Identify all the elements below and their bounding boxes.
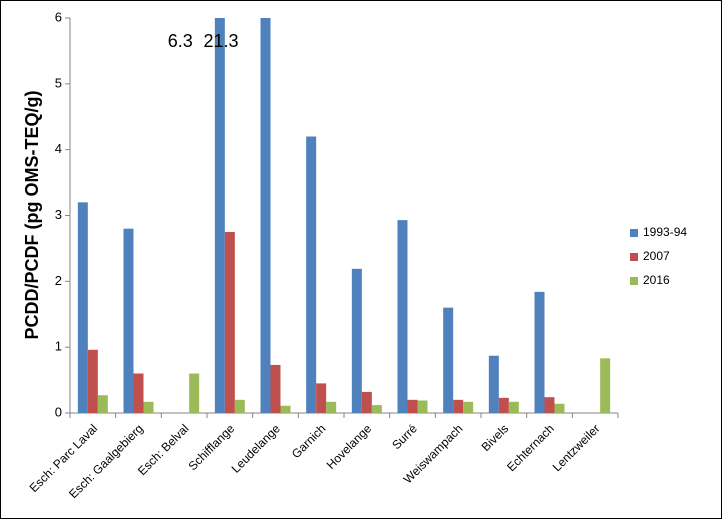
bar (544, 397, 555, 413)
bar (87, 349, 98, 413)
bar (488, 355, 499, 413)
bar (397, 220, 408, 413)
y-tick-label: 3 (55, 207, 62, 222)
bar (214, 18, 225, 413)
bar (417, 400, 428, 413)
bar (326, 401, 337, 413)
bar (443, 307, 454, 413)
bar (498, 397, 509, 413)
bar (534, 291, 545, 413)
bar (351, 268, 362, 413)
y-tick-label: 2 (55, 273, 62, 288)
bar (316, 383, 327, 413)
bar (224, 231, 235, 413)
bar (371, 405, 382, 413)
legend-swatch (630, 253, 638, 261)
bar (143, 401, 154, 413)
y-tick-label: 4 (55, 141, 62, 156)
bar (453, 399, 464, 413)
bar (306, 136, 317, 413)
bar (554, 403, 565, 413)
bar (270, 364, 281, 413)
bars (77, 18, 611, 413)
bar (600, 358, 611, 413)
bar (123, 228, 134, 413)
bar (97, 395, 108, 413)
bar (463, 401, 474, 413)
y-tick-label: 5 (55, 75, 62, 90)
legend-label: 1993-94 (643, 225, 687, 239)
bar (77, 202, 88, 413)
y-tick-label: 6 (55, 9, 62, 24)
legend-label: 2007 (643, 249, 670, 263)
bar (508, 401, 519, 413)
legend-swatch (630, 229, 638, 237)
bar (407, 399, 418, 413)
legend-label: 2016 (643, 273, 670, 287)
bar (189, 373, 200, 413)
y-tick-label: 0 (55, 404, 62, 419)
data-label: 6.3 (168, 31, 193, 51)
legend-swatch (630, 277, 638, 285)
bar (133, 373, 144, 413)
bar (280, 405, 291, 413)
bar (260, 18, 271, 413)
bar (361, 391, 372, 413)
y-tick-label: 1 (55, 339, 62, 354)
bar (234, 399, 245, 413)
y-axis-label: PCDD/PCDF (pg OMS-TEQ/g) (22, 91, 42, 340)
data-label: 21.3 (203, 31, 238, 51)
